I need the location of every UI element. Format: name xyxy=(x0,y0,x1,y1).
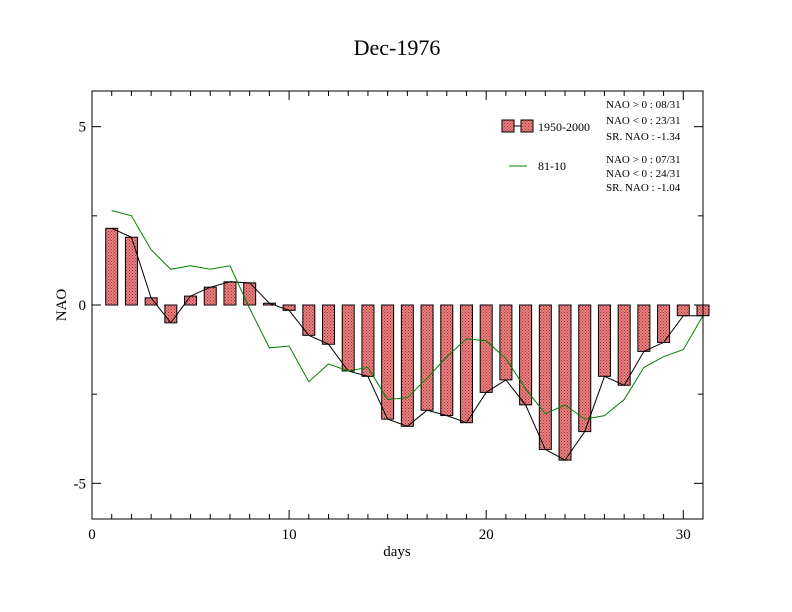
bar-day-5 xyxy=(184,295,198,306)
bar-day-18 xyxy=(440,304,454,417)
legend-bar-swatch-right xyxy=(520,119,534,133)
bar-day-1 xyxy=(105,227,119,306)
line-layer xyxy=(111,210,704,461)
bar-day-24 xyxy=(558,304,572,461)
line-series-81-10 xyxy=(111,210,704,420)
stat-81-10-positive: NAO > 0 : 07/31 xyxy=(606,154,681,166)
x-tick-label: 30 xyxy=(676,527,691,543)
bar-day-14 xyxy=(361,304,375,377)
bar-day-10 xyxy=(282,304,296,311)
bar-day-8 xyxy=(243,282,257,306)
bar-day-23 xyxy=(538,304,552,450)
bar-day-16 xyxy=(400,304,414,427)
y-axis-label: NAO xyxy=(54,289,70,322)
bar-series-1950-2000 xyxy=(105,227,710,461)
bar-day-7 xyxy=(223,281,237,306)
bar-day-22 xyxy=(519,304,533,406)
stat-81-10-sr: SR. NAO : -1.04 xyxy=(606,182,681,194)
bar-day-25 xyxy=(578,304,592,433)
bar-day-12 xyxy=(322,304,336,345)
stat-1950-2000-sr: SR. NAO : -1.34 xyxy=(606,131,681,143)
y-tick-label: 5 xyxy=(79,120,87,136)
bar-day-15 xyxy=(381,304,395,420)
x-tick-label: 0 xyxy=(88,527,96,543)
bar-day-19 xyxy=(459,304,473,424)
bar-day-27 xyxy=(617,304,631,386)
stat-1950-2000-negative: NAO < 0 : 23/31 xyxy=(606,115,681,127)
y-tick-label: -5 xyxy=(74,476,87,492)
bar-day-26 xyxy=(597,304,611,377)
x-tick-label: 20 xyxy=(479,527,494,543)
bar-day-30 xyxy=(676,304,690,317)
stat-1950-2000-positive: NAO > 0 : 08/31 xyxy=(606,99,681,111)
bar-day-6 xyxy=(203,286,217,306)
bar-day-4 xyxy=(164,304,178,324)
bar-day-21 xyxy=(499,304,513,381)
x-axis-label: days xyxy=(383,544,411,560)
bar-day-20 xyxy=(479,304,493,393)
axis-ticks: 0 10 20 30 5 0 -5 xyxy=(74,91,704,543)
bar-day-2 xyxy=(124,236,138,306)
stats-block-81-10: NAO > 0 : 07/31 NAO < 0 : 24/31 SR. NAO … xyxy=(606,154,681,194)
y-tick-label: 0 xyxy=(79,298,87,314)
legend-label-81-10: 81-10 xyxy=(538,159,566,173)
chart-title: Dec-1976 xyxy=(354,35,441,60)
x-tick-label: 10 xyxy=(282,527,297,543)
bar-day-17 xyxy=(420,304,434,411)
legend-label-1950-2000: 1950-2000 xyxy=(538,120,590,134)
bar-day-28 xyxy=(637,304,651,352)
legend-bar-swatch-left xyxy=(501,119,515,133)
legend: 1950-2000 81-10 xyxy=(501,119,590,173)
bar-day-13 xyxy=(341,304,355,372)
line-series-1950-2000 xyxy=(111,227,703,461)
stat-81-10-negative: NAO < 0 : 24/31 xyxy=(606,168,681,180)
stats-block-1950-2000: NAO > 0 : 08/31 NAO < 0 : 23/31 SR. NAO … xyxy=(606,99,681,143)
